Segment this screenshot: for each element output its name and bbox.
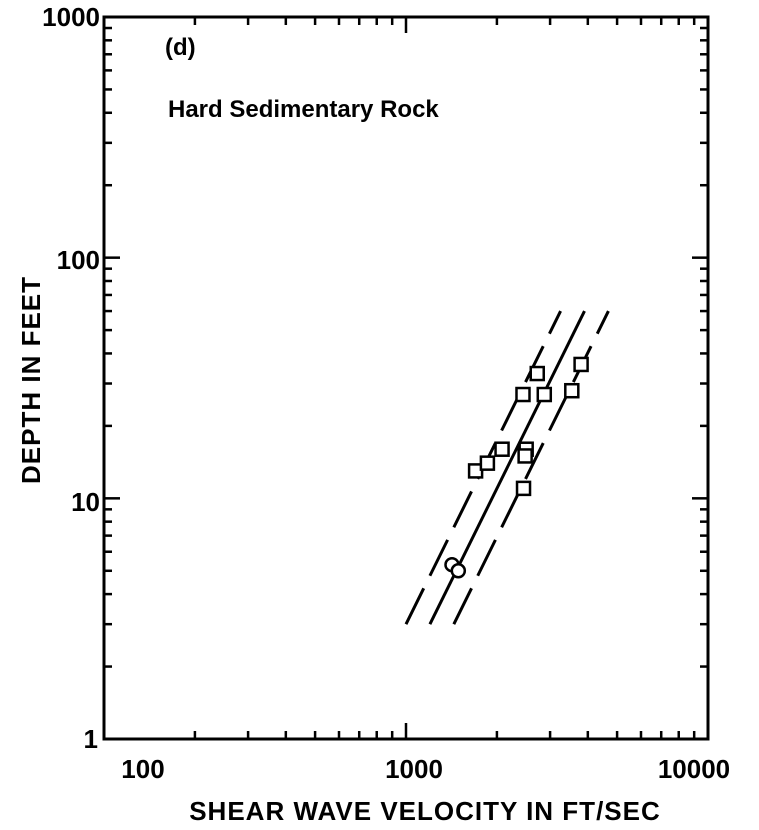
x-axis-ticks <box>102 17 710 739</box>
x-tick-label-1000: 1000 <box>385 754 443 784</box>
square-marker <box>494 441 510 457</box>
y-tick-label-10: 10 <box>71 487 100 517</box>
square-marker <box>529 365 545 382</box>
square-marker <box>564 382 580 399</box>
y-tick-label-1000: 1000 <box>42 2 100 32</box>
x-axis-title: SHEAR WAVE VELOCITY IN FT/SEC <box>189 796 661 826</box>
data-markers <box>444 356 589 579</box>
panel-label: (d) <box>165 34 196 61</box>
square-marker <box>573 356 589 373</box>
circle-marker <box>450 563 467 579</box>
x-tick-label-100: 100 <box>121 754 164 784</box>
square-marker <box>536 386 553 403</box>
y-axis-title: DEPTH IN FEET <box>16 276 46 484</box>
square-marker <box>515 386 531 403</box>
square-marker <box>479 455 496 471</box>
fit-line-solid <box>428 310 586 625</box>
square-marker <box>517 448 533 464</box>
y-tick-label-100: 100 <box>57 245 100 275</box>
plot-frame <box>102 15 710 741</box>
y-axis-ticks <box>104 15 708 741</box>
chart-annotation: Hard Sedimentary Rock <box>168 96 439 123</box>
square-marker <box>515 480 532 497</box>
y-tick-label-1: 1 <box>84 724 98 754</box>
x-tick-label-10000: 10000 <box>658 754 730 784</box>
